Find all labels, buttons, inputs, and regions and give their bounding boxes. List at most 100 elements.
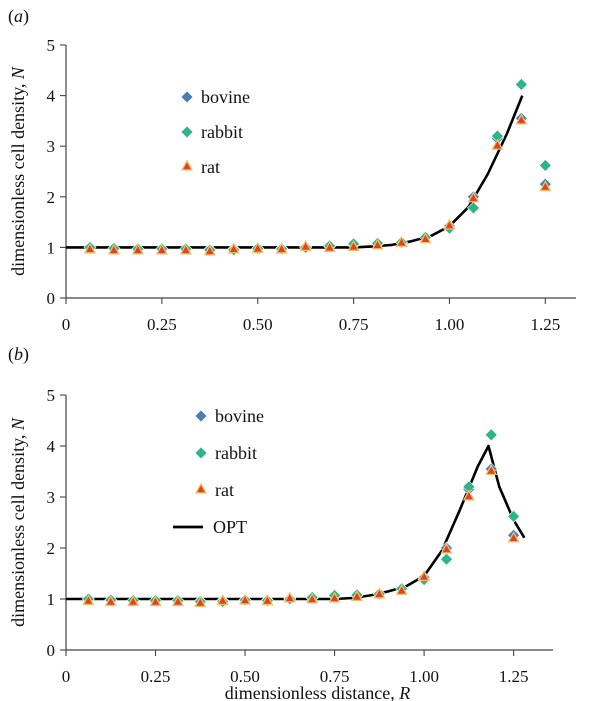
point-rat	[155, 243, 168, 255]
legend-item-rabbit: rabbit	[180, 122, 243, 142]
point-rat	[371, 238, 384, 250]
point-rat	[418, 569, 431, 582]
point-rat	[171, 594, 184, 607]
point-rat	[82, 593, 95, 606]
point-rat	[350, 589, 363, 601]
series-rat	[83, 113, 552, 256]
series-bovine	[81, 462, 521, 608]
legend-item-bovine: bovine	[180, 87, 250, 107]
point-rat	[179, 243, 192, 255]
point-rat	[127, 594, 140, 607]
y-axis-title: dimensionless cell density, N	[8, 417, 28, 627]
y-tick-label: 2	[47, 188, 56, 207]
x-tick-label: 1.25	[530, 315, 560, 334]
point-rat	[107, 243, 120, 255]
point-rat	[395, 235, 408, 247]
x-tick-label: 0	[62, 667, 71, 686]
x-tick-label: 1.00	[435, 315, 465, 334]
y-axis-title: dimensionless cell density, N	[8, 66, 28, 276]
point-rat	[261, 593, 274, 606]
legend-label: rabbit	[215, 443, 257, 463]
series-rabbit	[83, 78, 552, 257]
legend-marker-bovine	[180, 90, 194, 104]
point-rat	[515, 113, 528, 125]
point-rat	[395, 583, 408, 595]
point-rabbit	[507, 509, 521, 523]
legend-label: rat	[201, 157, 220, 177]
x-tick-label: 0.50	[243, 315, 273, 334]
x-tick-label: 0.25	[141, 667, 171, 686]
point-rat	[539, 180, 552, 192]
x-tick-label: 0.50	[230, 667, 260, 686]
point-rat	[485, 463, 498, 476]
point-rat	[373, 587, 386, 599]
point-rat	[239, 593, 252, 605]
legend-marker-rabbit	[194, 446, 208, 460]
point-rat	[227, 242, 240, 254]
point-rat	[104, 594, 117, 607]
point-rabbit	[440, 552, 453, 566]
y-tick-label: 4	[47, 87, 56, 106]
data-markers	[83, 78, 552, 257]
y-tick-label: 5	[47, 36, 56, 55]
point-rat	[149, 594, 162, 607]
y-tick-label: 3	[47, 488, 56, 507]
y-tick-label: 4	[47, 437, 56, 456]
y-tick-label: 1	[47, 590, 56, 609]
point-rat	[443, 218, 456, 230]
point-rat	[131, 243, 144, 255]
legend-label: OPT	[213, 517, 247, 537]
legend-marker-rabbit	[180, 125, 194, 139]
point-rat	[440, 542, 453, 554]
point-rat	[491, 138, 504, 150]
x-tick-label: 0	[62, 315, 71, 334]
point-rat	[467, 191, 480, 203]
chart-panel-b: (b) 0 1 2 3 4 5 0 0.25 0.50 0.75 1.00 1.25 dimensionl…	[8, 344, 553, 701]
x-tick-label: 1.00	[409, 667, 439, 686]
legend-item-rabbit: rabbit	[194, 443, 257, 463]
legend-marker-rat	[180, 159, 194, 171]
legend-item-bovine: bovine	[194, 406, 264, 426]
panel-label: (b)	[8, 344, 29, 365]
y-tick-label: 1	[47, 238, 56, 257]
point-rat	[347, 239, 360, 251]
point-rat	[462, 489, 475, 501]
point-rat	[306, 592, 319, 604]
legend-label: rabbit	[201, 122, 243, 142]
legend: bovine rabbit rat OPT	[173, 406, 264, 537]
legend-marker-rat	[194, 482, 208, 494]
point-rat	[251, 241, 264, 253]
series-rabbit	[81, 428, 521, 608]
point-rat	[323, 240, 336, 252]
point-rat	[328, 591, 341, 603]
point-rat	[507, 531, 520, 543]
legend-item-opt: OPT	[173, 517, 247, 537]
point-rat	[194, 596, 207, 608]
y-tick-label: 0	[47, 641, 56, 660]
x-axis-title: dimensionless distance, R	[225, 683, 410, 701]
point-rat	[275, 242, 288, 254]
x-tick-label: 1.25	[499, 667, 529, 686]
point-rabbit	[484, 428, 498, 442]
x-tick-label: 0.25	[147, 315, 177, 334]
point-rabbit	[514, 78, 528, 91]
legend-item-rat: rat	[180, 157, 220, 177]
legend-label: rat	[215, 480, 234, 500]
legend-marker-bovine	[194, 409, 208, 423]
point-rat	[299, 239, 312, 251]
point-rat	[83, 242, 96, 254]
legend: bovine rabbit rat	[180, 87, 250, 177]
chart-panel-a: (a) 0 1 2 3 4 5 0 0.25 0.50 0.75 1.00 1.25 dimensionl…	[8, 6, 576, 334]
y-tick-label: 3	[47, 137, 56, 156]
y-tick-label: 5	[47, 386, 56, 405]
x-tick-label: 0.75	[320, 667, 350, 686]
legend-item-rat: rat	[194, 480, 234, 500]
point-rabbit	[538, 159, 552, 172]
legend-label: bovine	[201, 87, 250, 107]
legend-label: bovine	[215, 406, 264, 426]
point-rat	[419, 232, 432, 244]
point-rat	[203, 244, 216, 256]
point-rabbit	[467, 201, 480, 215]
y-tick-label: 2	[47, 539, 56, 558]
